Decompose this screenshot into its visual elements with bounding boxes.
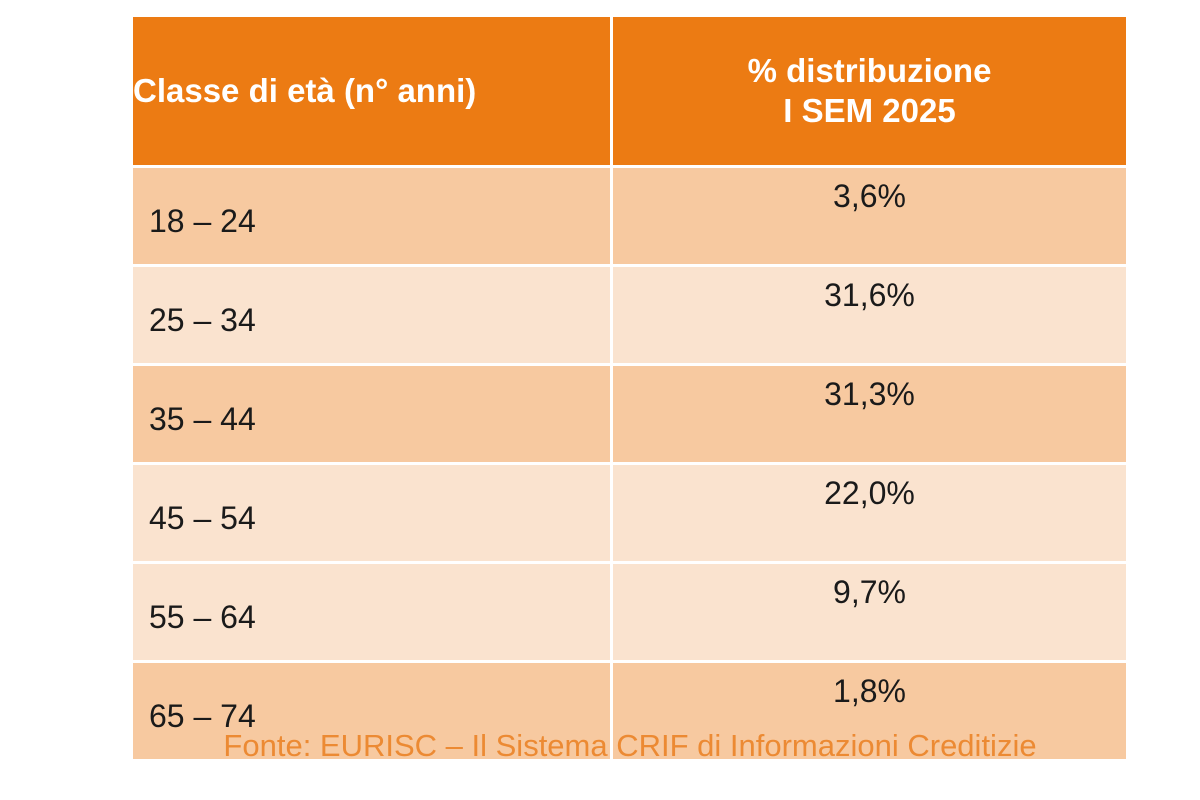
age-distribution-table: Classe di età (n° anni) % distribuzione …	[130, 14, 1129, 762]
percent-cell: 9,7%	[610, 561, 1129, 663]
header-percent-distribution: % distribuzione I SEM 2025	[610, 14, 1129, 168]
source-caption: Fonte: EURISC – Il Sistema CRIF di Infor…	[223, 728, 1037, 763]
age-cell: 35 – 44	[130, 363, 613, 465]
table-row: 35 – 44 31,3%	[130, 363, 1129, 465]
table-row: 45 – 54 22,0%	[130, 462, 1129, 564]
percent-cell: 3,6%	[610, 165, 1129, 267]
table-row: 55 – 64 9,7%	[130, 561, 1129, 663]
age-cell: 25 – 34	[130, 264, 613, 366]
age-cell: 45 – 54	[130, 462, 613, 564]
header-percent-line1: % distribuzione	[747, 52, 992, 89]
table-row: 25 – 34 31,6%	[130, 264, 1129, 366]
table-header-row: Classe di età (n° anni) % distribuzione …	[130, 14, 1129, 168]
percent-cell: 22,0%	[610, 462, 1129, 564]
header-age-class: Classe di età (n° anni)	[130, 14, 613, 168]
age-cell: 65 – 74	[130, 660, 613, 762]
table-row: 18 – 24 3,6%	[130, 165, 1129, 267]
age-cell: 55 – 64	[130, 561, 613, 663]
age-distribution-table-container: Classe di età (n° anni) % distribuzione …	[130, 14, 1129, 762]
table-row: 65 – 74 1,8%	[130, 660, 1129, 762]
header-percent-line2: I SEM 2025	[783, 92, 956, 129]
percent-cell: 31,3%	[610, 363, 1129, 465]
percent-cell: 31,6%	[610, 264, 1129, 366]
age-cell: 18 – 24	[130, 165, 613, 267]
percent-cell: 1,8%	[610, 660, 1129, 762]
